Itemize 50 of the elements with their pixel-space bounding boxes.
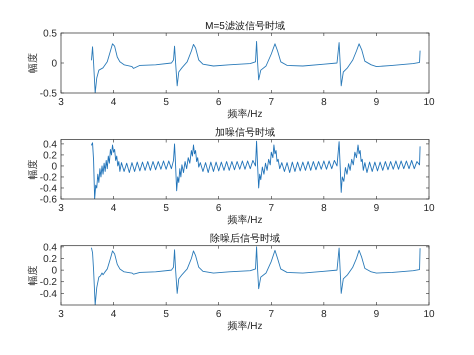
x-tick-label: 3 [58,97,64,108]
y-tick-label: 0 [51,58,58,70]
line-series [91,140,421,199]
y-tick-label: -0.2 [40,277,58,288]
x-tick-label: 6 [216,309,222,320]
x-tick-label: 4 [110,97,117,108]
x-tick-label: 9 [374,97,380,108]
y-tick-label: -0.2 [40,172,58,184]
x-axis-title: 频率/Hz [228,214,262,226]
x-axis-title: 频率/Hz [228,320,262,332]
x-tick-label: 3 [58,309,64,320]
x-tick-label: 7 [268,97,275,108]
x-tick-label: 9 [374,203,380,214]
x-tick-label: 9 [374,309,380,320]
y-axis-title: 幅度 [27,159,39,180]
x-tick-label: 5 [163,309,170,320]
x-tick-label: 3 [58,203,64,214]
y-tick-label: 0 [51,266,58,277]
y-tick-label: -0.5 [40,88,58,100]
chart-title: 除噪后信号时域 [210,232,280,245]
y-tick-label: -0.4 [40,183,58,194]
y-tick-label: 0.4 [43,242,58,254]
y-axis-title: 幅度 [27,265,39,286]
x-tick-label: 4 [110,203,117,214]
chart-title: 加噪信号时域 [215,126,275,138]
x-tick-label: 10 [423,97,435,108]
x-tick-label: 7 [268,309,275,320]
x-tick-label: 6 [216,203,222,214]
x-tick-label: 5 [163,203,170,214]
y-tick-label: 0.2 [43,150,58,162]
x-tick-label: 8 [321,97,328,108]
x-tick-label: 6 [216,97,222,108]
line-series [91,40,421,93]
x-axis-title: 频率/Hz [228,108,262,120]
x-tick-label: 10 [423,309,435,320]
x-tick-label: 8 [321,203,328,214]
x-tick-label: 7 [268,203,275,214]
y-tick-label: 0 [51,161,58,172]
y-tick-label: 0.4 [43,139,58,150]
chart-title: M=5滤波信号时域 [205,20,285,32]
y-axis-title: 幅度 [27,53,39,73]
x-tick-label: 5 [163,97,170,108]
y-tick-label: -0.6 [40,194,58,206]
y-tick-label: 0.5 [43,28,58,40]
line-series [91,246,421,305]
y-tick-label: 0.2 [43,254,58,265]
y-tick-label: -0.4 [40,288,58,300]
x-tick-label: 10 [423,203,435,214]
x-tick-label: 8 [321,309,328,320]
x-tick-label: 4 [110,309,117,320]
